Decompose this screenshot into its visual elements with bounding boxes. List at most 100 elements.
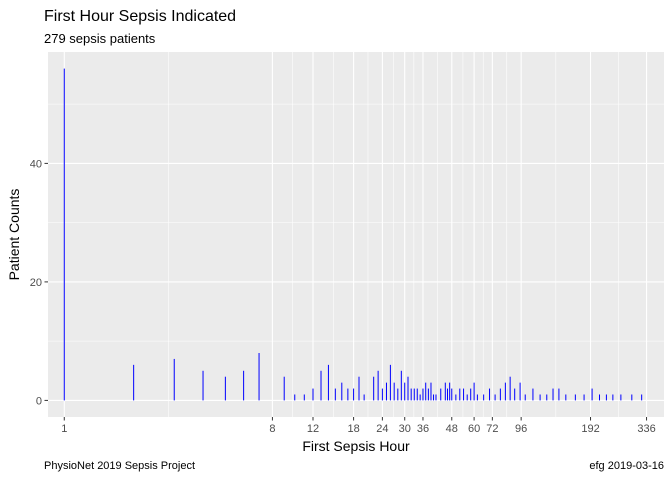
x-tick-label: 30 <box>399 423 411 435</box>
y-axis-title: Patient Counts <box>6 189 22 281</box>
bar <box>427 388 429 401</box>
x-tick-label: 192 <box>581 423 599 435</box>
bar <box>591 388 593 401</box>
bar <box>641 394 643 401</box>
bar <box>499 388 501 401</box>
bar <box>433 394 435 401</box>
bar <box>620 394 622 401</box>
bar <box>476 394 478 401</box>
bar <box>519 382 521 401</box>
bar <box>224 376 226 401</box>
x-tick-label: 1 <box>61 423 67 435</box>
x-tick-label: 48 <box>446 423 458 435</box>
bar <box>381 388 383 401</box>
bar <box>258 353 260 401</box>
bar <box>583 394 585 401</box>
bar <box>334 388 336 401</box>
bar <box>413 388 415 401</box>
bars <box>63 68 643 401</box>
bar <box>459 388 461 401</box>
bar <box>552 388 554 401</box>
x-tick-label: 72 <box>486 423 498 435</box>
bar <box>524 394 526 401</box>
bar <box>397 388 399 401</box>
bar <box>312 388 314 401</box>
bar <box>407 376 409 401</box>
bar <box>599 394 601 401</box>
bar <box>565 394 567 401</box>
bar <box>363 394 365 401</box>
x-tick-label: 336 <box>637 423 655 435</box>
bar <box>449 382 451 401</box>
bar <box>385 382 387 401</box>
bar <box>404 382 406 401</box>
bar <box>430 382 432 401</box>
bar <box>514 388 516 401</box>
x-tick-label: 24 <box>376 423 388 435</box>
bar <box>353 388 355 401</box>
bar <box>320 370 322 401</box>
bar <box>422 388 424 401</box>
bar <box>400 370 402 401</box>
bar <box>435 394 437 401</box>
grid <box>48 52 664 417</box>
x-tick-label: 18 <box>347 423 359 435</box>
x-tick-label: 96 <box>515 423 527 435</box>
bar <box>466 394 468 401</box>
bar <box>539 394 541 401</box>
bar <box>377 370 379 401</box>
bar <box>558 388 560 401</box>
bar <box>327 364 329 401</box>
footer-author-date: efg 2019-03-16 <box>589 460 664 472</box>
bar <box>546 394 548 401</box>
bar <box>631 394 633 401</box>
bar <box>483 394 485 401</box>
bar <box>455 394 457 401</box>
chart-subtitle: 279 sepsis patients <box>44 31 156 46</box>
x-tick-label: 60 <box>468 423 480 435</box>
bar <box>389 364 391 401</box>
bar <box>470 388 472 401</box>
chart-title: First Hour Sepsis Indicated <box>44 8 236 25</box>
bar <box>574 394 576 401</box>
bar <box>532 388 534 401</box>
bar <box>425 382 427 401</box>
bar <box>612 394 614 401</box>
bar <box>283 376 285 401</box>
bar <box>133 364 135 401</box>
bar <box>202 370 204 401</box>
bar <box>473 382 475 401</box>
bar <box>303 394 305 401</box>
footer-source: PhysioNet 2019 Sepsis Project <box>44 460 195 472</box>
bar <box>347 388 349 401</box>
bar <box>504 382 506 401</box>
bar <box>393 382 395 401</box>
bar <box>447 388 449 401</box>
y-tick-label: 0 <box>36 395 42 407</box>
y-tick-label: 40 <box>30 158 42 170</box>
bar <box>410 388 412 401</box>
bar <box>416 388 418 401</box>
y-tick-label: 20 <box>30 277 42 289</box>
bar <box>605 394 607 401</box>
x-tick-label: 8 <box>269 423 275 435</box>
bar <box>444 382 446 401</box>
bar <box>341 382 343 401</box>
bar <box>419 394 421 401</box>
bar <box>243 370 245 401</box>
bar <box>489 388 491 401</box>
plot-panel <box>48 52 664 417</box>
bar <box>509 376 511 401</box>
bar <box>494 394 496 401</box>
bar <box>440 388 442 401</box>
bar <box>463 388 465 401</box>
x-tick-label: 12 <box>307 423 319 435</box>
bar <box>173 358 175 401</box>
bar <box>451 388 453 401</box>
x-axis-title: First Sepsis Hour <box>302 438 410 454</box>
bar <box>373 376 375 401</box>
bar <box>63 68 65 401</box>
x-tick-label: 36 <box>417 423 429 435</box>
